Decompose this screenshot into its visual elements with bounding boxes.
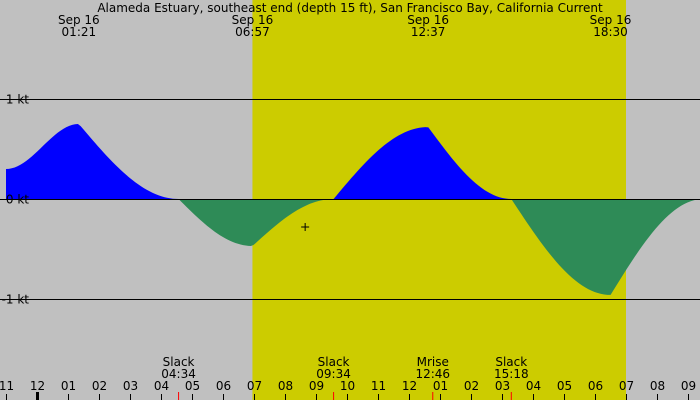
x-tick-label: 10 bbox=[340, 379, 355, 393]
y-axis-labels: 1 kt 0 kt -1 kt bbox=[2, 93, 30, 307]
top-event-date: Sep 16 bbox=[232, 13, 274, 27]
x-tick-label: 07 bbox=[247, 379, 262, 393]
ebb-area bbox=[178, 199, 334, 246]
bottom-event-time: 12:46 bbox=[415, 367, 450, 381]
x-tick-label: 05 bbox=[185, 379, 200, 393]
current-areas bbox=[6, 124, 700, 295]
bottom-event-time: 09:34 bbox=[316, 367, 351, 381]
x-tick-label: 08 bbox=[650, 379, 665, 393]
x-tick-label: 09 bbox=[681, 379, 696, 393]
bottom-event-label: Mrise bbox=[417, 355, 449, 369]
x-tick-label: 04 bbox=[526, 379, 541, 393]
top-event-time: 18:30 bbox=[593, 25, 628, 39]
flood-area bbox=[333, 127, 512, 199]
top-event-time: 12:37 bbox=[411, 25, 446, 39]
y-tick-label: 1 kt bbox=[6, 93, 29, 107]
x-tick-label: 02 bbox=[464, 379, 479, 393]
top-event-time: 06:57 bbox=[235, 25, 270, 39]
top-event-date: Sep 16 bbox=[58, 13, 100, 27]
ebb-area bbox=[511, 199, 700, 295]
flood-area bbox=[6, 124, 179, 199]
y-tick-label: -1 kt bbox=[2, 293, 30, 307]
top-event-date: Sep 16 bbox=[407, 13, 449, 27]
cursor-marker bbox=[301, 223, 310, 231]
x-tick-label: 03 bbox=[123, 379, 138, 393]
x-tick-label: 07 bbox=[619, 379, 634, 393]
bottom-event-label: Slack bbox=[495, 355, 527, 369]
bottom-event-label: Slack bbox=[318, 355, 350, 369]
x-tick-label: 01 bbox=[433, 379, 448, 393]
x-tick-label: 11 bbox=[0, 379, 14, 393]
x-tick-label: 04 bbox=[154, 379, 169, 393]
x-tick-label: 01 bbox=[61, 379, 76, 393]
x-tick-label: 03 bbox=[495, 379, 510, 393]
x-tick-label: 09 bbox=[309, 379, 324, 393]
x-tick-label: 12 bbox=[30, 379, 45, 393]
x-tick-label: 12 bbox=[402, 379, 417, 393]
top-event-date: Sep 16 bbox=[590, 13, 632, 27]
x-tick-label: 05 bbox=[557, 379, 572, 393]
chart-title: Alameda Estuary, southeast end (depth 15… bbox=[97, 1, 603, 15]
x-tick-label: 11 bbox=[371, 379, 386, 393]
x-axis-ticks: 11 12 01 02 03 04 05 06 07 08 09 10 11 12 01 02 03 04 05 06… bbox=[0, 379, 696, 400]
bottom-event-time: 04:34 bbox=[161, 367, 196, 381]
x-tick-label: 06 bbox=[588, 379, 603, 393]
top-event-time: 01:21 bbox=[62, 25, 97, 39]
x-tick-label: 08 bbox=[278, 379, 293, 393]
bottom-event-time: 15:18 bbox=[494, 367, 529, 381]
bottom-event-label: Slack bbox=[163, 355, 195, 369]
gridlines bbox=[0, 99, 700, 300]
y-tick-label: 0 kt bbox=[6, 193, 29, 207]
x-tick-label: 06 bbox=[216, 379, 231, 393]
x-tick-label: 02 bbox=[92, 379, 107, 393]
